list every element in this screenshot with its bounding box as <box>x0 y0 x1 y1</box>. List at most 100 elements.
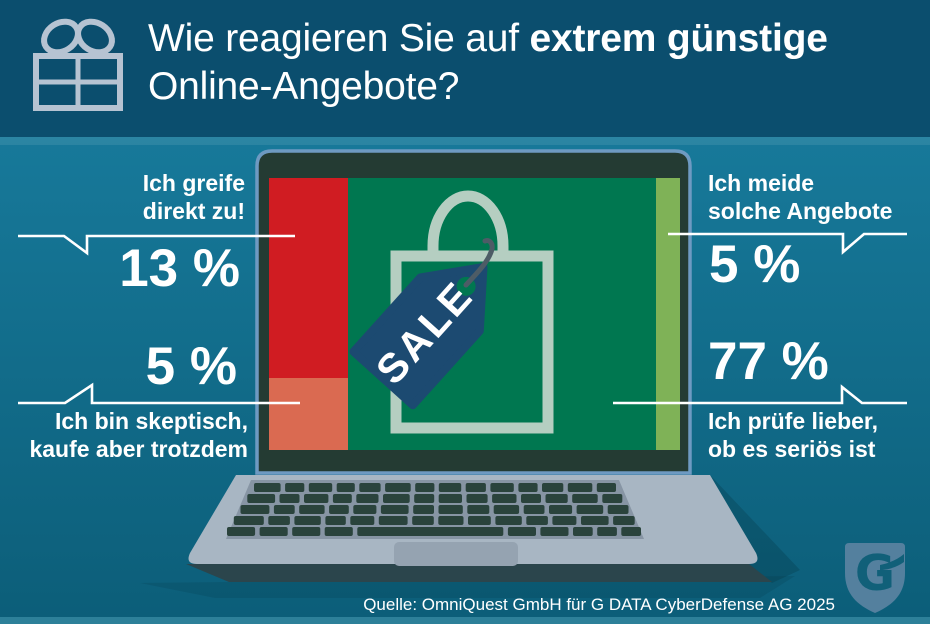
sale-tag-shape <box>349 263 488 410</box>
gdata-logo-letter: G <box>855 545 895 602</box>
keyboard-key <box>490 483 514 492</box>
keyboard-key <box>495 516 522 525</box>
keyboard-key <box>240 505 270 514</box>
keyboard-key <box>259 527 288 536</box>
label-skeptical: Ich bin skeptisch, kaufe aber trotzdem <box>29 408 248 462</box>
gdata-logo-swoosh <box>880 554 904 570</box>
keyboard-key <box>233 516 264 525</box>
keyboard-key <box>542 483 564 492</box>
keyboard-key <box>294 516 321 525</box>
keyboard-key <box>621 527 641 536</box>
keyboard-key <box>438 516 464 525</box>
gdata-logo: G <box>845 543 905 613</box>
keyboard-key <box>466 494 488 503</box>
keyboard-key <box>304 494 329 503</box>
keyboard-key <box>526 516 548 525</box>
keyboard-key <box>299 505 325 514</box>
keyboard-key <box>597 527 617 536</box>
title-line1: Wie reagieren Sie auf extrem günstige <box>148 17 828 60</box>
keyboard-key <box>413 505 434 514</box>
keyboard-key <box>467 505 490 514</box>
keyboard-key <box>573 527 593 536</box>
keyboard-key <box>353 505 377 514</box>
keyboard-key <box>325 516 346 525</box>
value-verify: 77 % <box>708 332 829 391</box>
gift-icon <box>33 18 123 111</box>
keyboard-key <box>492 494 517 503</box>
keyboard-key <box>279 494 300 503</box>
keyboard-key <box>468 516 491 525</box>
touchpad <box>394 542 518 566</box>
keyboard-key <box>273 505 295 514</box>
keyboard-key <box>607 505 629 514</box>
callout-lines <box>18 232 907 405</box>
keyboard-key <box>254 483 281 492</box>
page-title: Wie reagieren Sie auf extrem günstige Onl… <box>148 15 828 111</box>
keyboard-key <box>356 494 379 503</box>
keyboard-key <box>359 483 381 492</box>
keyboard-key <box>285 483 305 492</box>
keyboard-key <box>596 483 616 492</box>
keyboard-key <box>329 505 349 514</box>
keyboard-key <box>438 494 462 503</box>
keyboard-key <box>332 494 352 503</box>
keyboard-key <box>227 527 256 536</box>
bag-handle <box>427 190 509 258</box>
keyboard-key <box>378 516 408 525</box>
label-grab: Ich greife direkt zu! <box>142 170 245 224</box>
callout-line-grab <box>18 234 295 256</box>
keyboard-key <box>521 494 541 503</box>
keyboard-key <box>465 483 486 492</box>
keyboard-key <box>412 516 434 525</box>
keyboard-key <box>613 516 635 525</box>
keyboard-key <box>540 527 569 536</box>
keyboard-key <box>438 505 463 514</box>
keyboard-key <box>380 505 409 514</box>
keyboard-key <box>572 494 598 503</box>
label-avoid: Ich meide solche Angebote <box>708 170 893 224</box>
keyboard-key <box>383 494 410 503</box>
source-credit: Quelle: OmniQuest GmbH für G DATA CyberD… <box>363 595 835 614</box>
title-line2: Online-Angebote? <box>148 65 460 108</box>
keyboard-key <box>350 516 375 525</box>
keyboard-key <box>581 516 609 525</box>
keyboard-key <box>576 505 604 514</box>
keyboard-key <box>292 527 321 536</box>
value-grab: 13 % <box>119 239 240 298</box>
callout-line-skeptical <box>18 382 300 405</box>
keyboard-key <box>545 494 568 503</box>
keyboard-key <box>385 483 411 492</box>
keyboard-key <box>602 494 623 503</box>
keyboard-key <box>507 527 536 536</box>
callout-line-avoid <box>668 232 907 255</box>
keyboard-key <box>247 494 276 503</box>
laptop-side-shadow <box>710 475 800 583</box>
bar-grab-red <box>269 178 348 378</box>
gdata-shield-icon <box>845 543 905 613</box>
bar-avoid-lightgreen <box>656 178 680 450</box>
bar-skeptical-salmon <box>269 378 348 450</box>
keyboard-key <box>308 483 333 492</box>
keyboard-key <box>493 505 520 514</box>
value-skeptical: 5 % <box>145 337 237 396</box>
keyboard-key <box>567 483 593 492</box>
label-verify: Ich prüfe lieber, ob es seriös ist <box>708 408 878 462</box>
footer-strip <box>0 617 930 624</box>
sale-tag-string <box>463 238 495 288</box>
keyboard-key <box>549 505 573 514</box>
value-avoid: 5 % <box>709 235 801 294</box>
keyboard-key <box>523 505 545 514</box>
callout-line-verify <box>613 384 907 405</box>
header: Wie reagieren Sie auf extrem günstige Onl… <box>0 0 930 137</box>
laptop-under-shadow <box>186 564 772 582</box>
keyboard-key <box>415 483 435 492</box>
keyboard-keys <box>227 483 641 536</box>
keyboard-key <box>268 516 290 525</box>
header-divider <box>0 137 930 145</box>
keyboard-key <box>324 527 353 536</box>
keyboard-key <box>552 516 577 525</box>
keyboard-key <box>336 483 355 492</box>
